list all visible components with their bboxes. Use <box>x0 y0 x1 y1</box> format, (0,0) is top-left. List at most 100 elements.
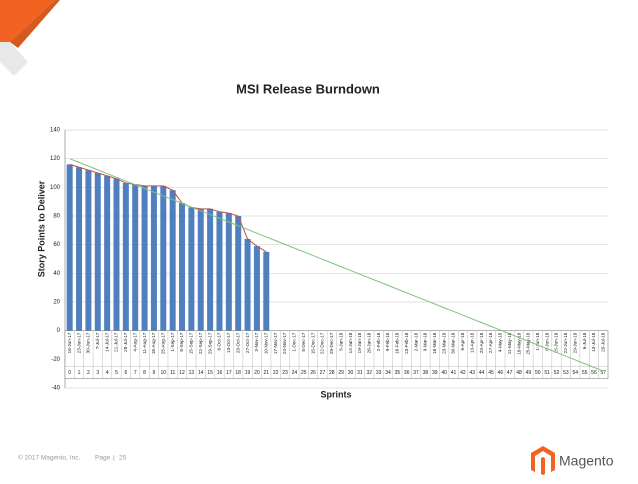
date-label: 28-Jul-17 <box>123 332 128 352</box>
x-tick-label: 13 <box>189 370 195 376</box>
line <box>69 163 267 253</box>
y-tick-label: 140 <box>50 128 61 134</box>
x-tick-label: 46 <box>498 370 504 376</box>
x-tick-label: 20 <box>254 370 260 376</box>
date-label: 6-Apr-18 <box>460 332 465 350</box>
x-tick-label: 27 <box>320 370 326 376</box>
x-tick-label: 42 <box>460 370 466 376</box>
separator: | <box>113 455 115 462</box>
date-label: 3-Nov-17 <box>254 332 259 351</box>
x-tick-label: 21 <box>264 370 270 376</box>
date-label: 22-Sep-17 <box>198 332 203 354</box>
date-label: 11-May-18 <box>507 332 512 354</box>
x-tick-label: 52 <box>554 370 560 376</box>
bar <box>76 167 83 331</box>
x-tick-label: 0 <box>68 370 71 376</box>
date-label: 26-Jan-18 <box>366 332 371 353</box>
x-tick-label: 11 <box>170 370 175 376</box>
date-label: 25-Aug-17 <box>161 332 166 354</box>
x-tick-label: 53 <box>563 370 569 376</box>
x-tick-label: 41 <box>451 370 457 376</box>
y-tick-label: 120 <box>50 156 61 162</box>
y-tick-label: 100 <box>50 185 61 191</box>
x-tick-label: 45 <box>488 370 494 376</box>
bar <box>104 175 111 331</box>
x-tick-label: 22 <box>273 370 279 376</box>
bar <box>169 190 176 331</box>
date-label: 22-Jun-18 <box>563 332 568 353</box>
date-label: 1-Dec-17 <box>292 332 297 351</box>
bar <box>66 164 73 331</box>
x-tick-label: 51 <box>544 370 550 376</box>
date-label: 25-May-18 <box>526 332 531 354</box>
date-label: 5-Jan-18 <box>338 332 343 351</box>
copyright: © 2017 Magento, Inc. <box>18 454 80 462</box>
date-label: 16-Feb-18 <box>395 332 400 354</box>
chart-title: MSI Release Burndown <box>236 81 380 96</box>
x-tick-label: 30 <box>348 370 354 376</box>
date-label: 13-Oct-17 <box>226 332 231 353</box>
y-tick-label: 60 <box>53 242 60 248</box>
bar <box>235 216 242 331</box>
x-tick-label: 54 <box>572 370 578 376</box>
x-tick-label: 7 <box>134 370 137 376</box>
date-label: 24-Nov-17 <box>282 332 287 354</box>
date-label: 6-Oct-17 <box>217 332 222 350</box>
page-label: Page <box>95 455 111 462</box>
date-label: 30-Mar-18 <box>451 332 456 354</box>
bar <box>160 185 167 331</box>
x-tick-label: 47 <box>507 370 513 376</box>
date-label: 27-Oct-17 <box>245 332 250 353</box>
date-label: 21-Jul-17 <box>114 332 119 352</box>
x-tick-label: 17 <box>226 370 232 376</box>
y-tick-label: 40 <box>53 271 60 277</box>
date-label: 4-Aug-17 <box>132 332 137 351</box>
bar <box>132 184 139 331</box>
x-tick-label: 19 <box>245 370 251 376</box>
date-label: 8-Dec-17 <box>301 332 306 351</box>
logo: Magento <box>531 446 614 475</box>
x-tick-label: 6 <box>124 370 127 376</box>
x-tick-label: 43 <box>469 370 475 376</box>
x-tick-label: 28 <box>329 370 335 376</box>
date-label: 9-Mar-18 <box>423 332 428 351</box>
x-tick-label: 39 <box>432 370 438 376</box>
x-tick-label: 24 <box>292 370 298 376</box>
x-tick-label: 10 <box>161 370 167 376</box>
date-label: 1-Jun-18 <box>535 332 540 351</box>
date-label: 20-Apr-18 <box>479 332 484 353</box>
x-tick-label: 48 <box>516 370 522 376</box>
x-tick-label: 38 <box>423 370 429 376</box>
x-tick-label: 55 <box>582 370 588 376</box>
date-label: 6-Jul-18 <box>582 332 587 349</box>
x-tick-label: 31 <box>357 370 363 376</box>
x-tick-label: 16 <box>217 370 223 376</box>
x-tick-label: 1 <box>78 370 81 376</box>
date-label: 7-Jul-17 <box>95 332 100 349</box>
x-tick-label: 26 <box>310 370 316 376</box>
date-label: 23-Mar-18 <box>441 332 446 354</box>
x-tick-label: 35 <box>395 370 401 376</box>
date-label: 20-Oct-17 <box>235 332 240 353</box>
x-tick-label: 14 <box>198 370 204 376</box>
x-tick-label: 12 <box>179 370 185 376</box>
logo-icon <box>541 457 545 475</box>
x-tick-label: 23 <box>282 370 288 376</box>
bar <box>244 238 251 331</box>
date-label: 18-May-18 <box>516 332 521 354</box>
date-label: 15-Sep-17 <box>189 332 194 354</box>
x-tick-label: 44 <box>479 370 485 376</box>
corner-shape <box>0 0 55 42</box>
y-tick-label: -40 <box>51 386 60 392</box>
bar <box>85 170 92 331</box>
bar <box>122 183 129 331</box>
date-label: 8-Sep-17 <box>179 332 184 351</box>
date-label: 13-Apr-18 <box>469 332 474 353</box>
y-axis-label: Story Points to Deliver <box>36 180 46 277</box>
x-tick-label: 18 <box>235 370 241 376</box>
date-label: 20-Jul-18 <box>601 332 606 352</box>
bar <box>188 207 195 331</box>
date-label: 18-Aug-17 <box>151 332 156 354</box>
date-label: 14-Jul-17 <box>104 332 109 352</box>
